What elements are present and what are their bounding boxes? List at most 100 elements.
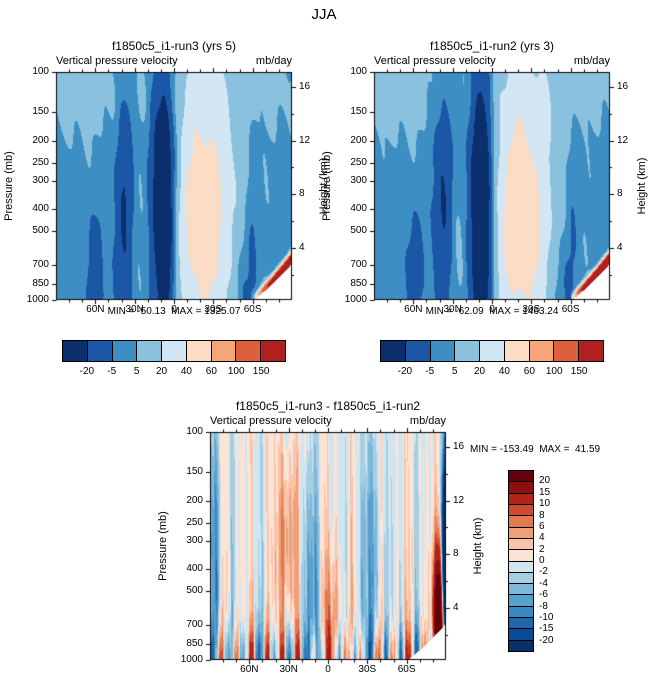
colorbar-segment — [554, 341, 580, 361]
pressure-axis-title: Pressure (mb) — [3, 151, 15, 221]
pressure-tick-label: 500 — [32, 225, 49, 237]
pressure-tick-label: 200 — [350, 134, 367, 146]
pressure-tick-label: 300 — [350, 174, 367, 186]
colorbar-tick-label: 2 — [539, 543, 545, 555]
min-max-stats: MIN = -62.09 MAX = 1463.24 — [425, 306, 559, 317]
colorbar-segment — [455, 341, 481, 361]
colorbar-segment — [509, 516, 533, 528]
colorbar-segment — [261, 341, 286, 361]
colorbar-segment — [509, 493, 533, 505]
height-tick-label: 16 — [617, 81, 629, 93]
height-tick-label: 4 — [453, 601, 459, 613]
colorbar-tick-label: -5 — [107, 366, 117, 377]
colorbar-tick-label: 20 — [473, 366, 486, 377]
figure-title: JJA — [311, 6, 337, 23]
panel-units-label: mb/day — [409, 415, 446, 427]
pressure-tick-label: 200 — [186, 494, 203, 506]
colorbar-segment — [579, 341, 604, 361]
colorbar-tick-label: 20 — [155, 366, 168, 377]
height-tick-label: 8 — [617, 188, 623, 200]
latitude-tick-label: 0 — [489, 304, 495, 315]
latitude-tick-label: 30S — [358, 664, 377, 675]
colorbar-tick-label: 150 — [570, 366, 588, 377]
colorbar-segment — [529, 341, 555, 361]
colorbar-segment — [509, 538, 533, 551]
colorbar-tick-label: 8 — [539, 509, 545, 521]
colorbar-segment — [509, 595, 533, 607]
colorbar-segment — [480, 341, 505, 361]
colorbar-tick-label: 0 — [539, 555, 545, 566]
colorbar-segment — [509, 584, 533, 596]
colorbar-segment — [509, 527, 533, 539]
pressure-tick-label: 700 — [186, 618, 203, 630]
pressure-tick-label: 200 — [32, 134, 49, 146]
colorbar-segment — [504, 341, 530, 361]
pressure-tick-label: 850 — [186, 637, 203, 649]
pressure-tick-label: 250 — [186, 516, 203, 528]
panel-title: f1850c5_i1-run3 (yrs 5) — [111, 39, 237, 53]
colorbar-segment — [509, 550, 533, 562]
contour-plot-canvas — [366, 64, 618, 308]
height-axis-title: Height (km) — [472, 517, 484, 575]
pressure-tick-label: 150 — [186, 466, 203, 478]
colorbar-segment — [381, 341, 406, 361]
colorbar-tick-label: 20 — [539, 475, 551, 487]
colorbar-tick-label: -20 — [539, 634, 554, 646]
height-tick-label: 12 — [453, 494, 465, 506]
pressure-axis-title: Pressure (mb) — [321, 151, 333, 221]
colorbar-segment — [236, 341, 262, 361]
colorbar-segment — [509, 561, 533, 573]
colorbar-segment — [112, 341, 138, 361]
min-max-stats: MIN = -50.13 MAX = 1325.07 — [107, 306, 241, 317]
height-tick-label: 8 — [299, 188, 305, 200]
colorbar-tick-label: -15 — [539, 623, 554, 635]
colorbar-segment — [63, 341, 88, 361]
colorbar-tick-label: 5 — [451, 366, 458, 377]
colorbar-segment — [430, 341, 456, 361]
latitude-tick-label: 60S — [561, 304, 580, 315]
colorbar-tick-label: 60 — [205, 366, 217, 377]
pressure-tick-label: 850 — [350, 277, 367, 289]
latitude-tick-label: 30N — [125, 304, 144, 315]
colorbar-segment — [509, 618, 533, 630]
latitude-tick-label: 30N — [443, 304, 462, 315]
panel-run2: f1850c5_i1-run2 (yrs 3) Vertical pressur… — [321, 39, 648, 377]
panel-units-label: mb/day — [573, 55, 610, 67]
latitude-tick-label: 60N — [240, 664, 259, 675]
colorbar-tick-label: 150 — [252, 366, 270, 377]
pressure-tick-label: 1000 — [344, 294, 367, 305]
latitude-tick-label: 30S — [522, 304, 541, 315]
pressure-tick-label: 700 — [350, 258, 367, 270]
pressure-tick-label: 300 — [32, 174, 49, 186]
colorbar-segment — [509, 629, 533, 641]
colorbar-tick-label: 10 — [539, 498, 551, 510]
colorbar-segment — [509, 606, 533, 619]
panel-title: f1850c5_i1-run2 (yrs 3) — [429, 39, 555, 53]
height-tick-label: 16 — [299, 81, 311, 93]
colorbar-tick-label: 40 — [180, 366, 192, 377]
colorbar-tick-label: -20 — [79, 366, 95, 377]
height-tick-label: 8 — [453, 548, 459, 560]
pressure-tick-label: 250 — [350, 156, 367, 168]
difference-colorbar — [508, 470, 534, 652]
latitude-tick-label: 30S — [204, 304, 223, 315]
colorbar-segment — [405, 341, 431, 361]
panel-subtitle: Vertical pressure velocity — [210, 415, 332, 427]
colorbar — [380, 340, 604, 362]
colorbar-tick-label: 100 — [227, 366, 245, 377]
colorbar-tick-label: -5 — [425, 366, 435, 377]
panel-run3: f1850c5_i1-run3 (yrs 5) Vertical pressur… — [3, 39, 330, 377]
height-tick-label: 4 — [617, 241, 623, 253]
pressure-tick-label: 100 — [186, 426, 203, 437]
panel-title: f1850c5_i1-run3 - f1850c5_i1-run2 — [235, 399, 421, 413]
panel-subtitle: Vertical pressure velocity — [374, 55, 496, 67]
pressure-tick-label: 1000 — [180, 654, 203, 665]
pressure-tick-label: 400 — [32, 203, 49, 215]
pressure-tick-label: 1000 — [26, 294, 49, 305]
height-axis-title: Height (km) — [636, 157, 648, 215]
colorbar-segment — [509, 504, 533, 517]
panel-difference: f1850c5_i1-run3 - f1850c5_i1-run2 Vertic… — [157, 399, 600, 675]
latitude-tick-label: 30N — [279, 664, 298, 675]
height-tick-label: 12 — [299, 134, 311, 146]
